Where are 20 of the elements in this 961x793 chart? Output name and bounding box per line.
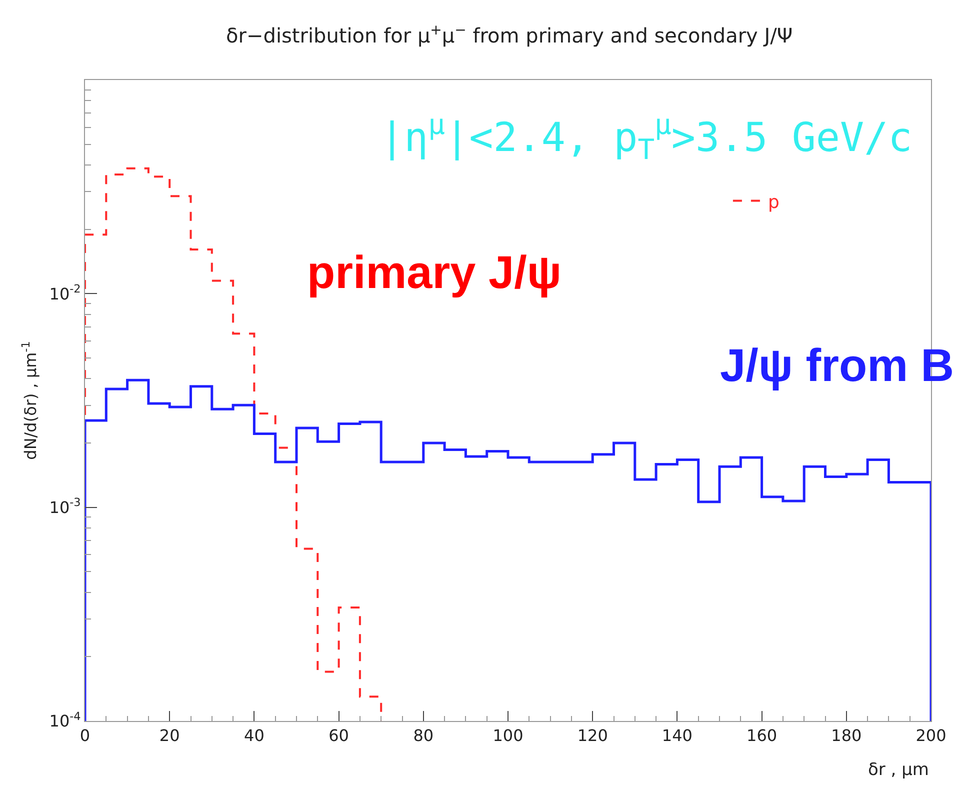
x-tick-label: 60 [328,726,349,746]
legend-label: p [768,192,780,213]
x-tick-label: 40 [244,726,264,746]
x-tick-label: 20 [159,726,180,746]
y-tick-label: 10$^{-3}$ [49,496,81,517]
x-tick-label: 200 [916,726,946,746]
x-tick-label: 80 [413,726,434,746]
x-tick-label: 100 [492,726,524,746]
chart-title: δr−distribution for μ$^{+}$μ$^{−}$ from primary and secondary J/Ψ [226,22,793,48]
x-tick-label: 120 [577,726,608,746]
y-tick-label: 10$^{-2}$ [49,282,81,304]
series-label: J/ψ from B [720,339,954,391]
annotation: |η$^{μ}$|<2.4, p$_{T}$$^{μ}$>3.5 GeV/c [380,108,912,166]
x-tick-label: 140 [662,726,692,746]
annotation: primary J/ψ [307,246,562,298]
y-tick-label: 10$^{-4}$ [49,710,81,731]
x-tick-label: 0 [80,726,90,746]
x-tick-label: 180 [831,726,862,746]
x-tick-label: 160 [746,726,778,746]
x-axis-title: δr , μm [868,760,929,780]
